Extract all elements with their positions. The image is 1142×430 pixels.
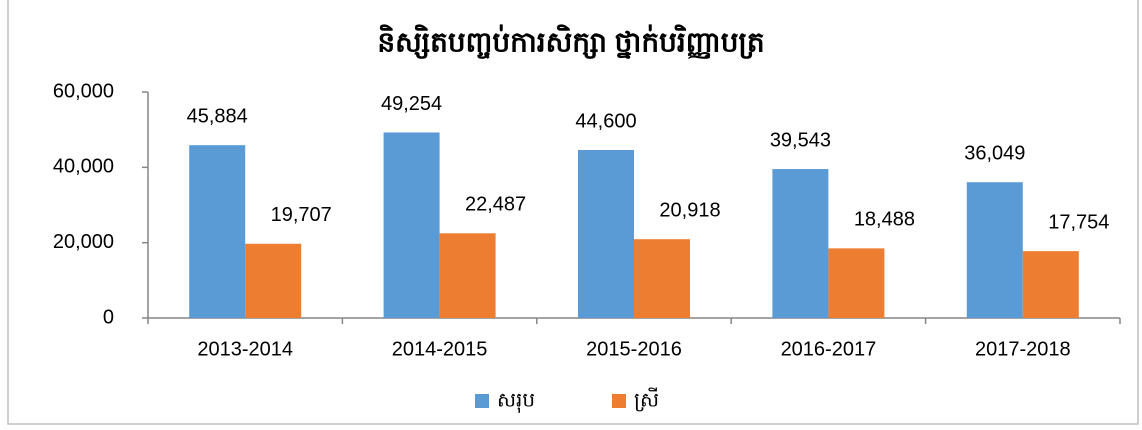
legend-swatch [612,394,626,408]
bar [245,243,302,318]
legend-label: ស្រី [634,386,659,411]
bar [634,239,690,318]
value-label: 17,754 [1048,211,1109,233]
x-tick-label: 2015-2016 [586,338,682,360]
y-tick-label: 0 [103,306,114,328]
x-tick-label: 2017-2018 [975,338,1071,360]
legend-swatch [475,394,489,408]
y-tick-label: 60,000 [53,80,114,102]
x-tick-label: 2016-2017 [781,338,877,360]
value-label: 20,918 [659,199,720,221]
value-label: 39,543 [770,129,831,151]
value-label: 49,254 [381,93,442,115]
bar [772,169,829,318]
legend-label: សរុប [497,389,535,413]
value-label: 44,600 [575,110,636,132]
bar [966,182,1023,318]
x-tick-label: 2014-2015 [392,338,488,360]
value-label: 36,049 [964,142,1025,164]
value-label: 18,488 [854,209,915,231]
bar [828,248,885,318]
value-label: 22,487 [465,194,526,216]
value-label: 45,884 [187,105,248,127]
y-tick-label: 20,000 [53,231,114,253]
value-label: 19,707 [271,204,332,226]
y-tick-label: 40,000 [53,156,114,178]
x-tick-label: 2013-2014 [197,338,293,360]
chart-title: និស្សិតបញ្ចប់ការសិក្សា ថ្នាក់បរិញ្ញាបត្រ [377,23,764,59]
bar [578,150,634,318]
bar [189,145,246,318]
bar [1022,251,1079,318]
bar [439,233,496,318]
bar [383,132,440,318]
